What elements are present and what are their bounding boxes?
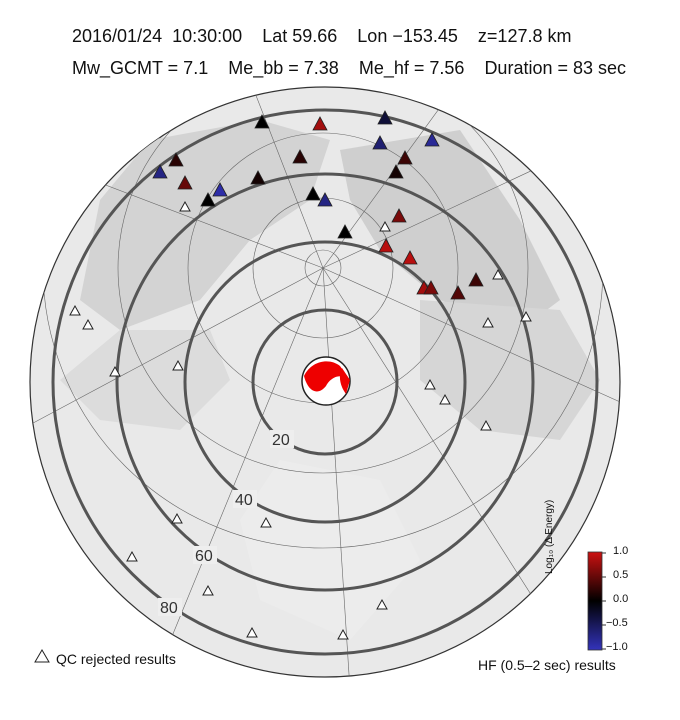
qc-rejected-label: QC rejected results (56, 651, 176, 667)
qc-station (69, 304, 81, 316)
event-date: 2016/01/24 (72, 26, 163, 46)
qc-station (480, 419, 492, 431)
qc-rejected-stations (69, 200, 532, 640)
colorbar-title: Log₁₀ (Δ Energy) (544, 499, 555, 574)
qc-station (379, 220, 391, 232)
qc-station (337, 628, 349, 640)
colorbar-tick: 0.0 (613, 593, 629, 605)
station-markers (152, 110, 484, 300)
colorbar-tick: −0.5 (606, 617, 628, 629)
qc-station (482, 316, 494, 328)
ring-80 (51, 108, 599, 656)
qc-station (520, 310, 532, 322)
station-marker (402, 250, 418, 265)
ring-label-40: 40 (235, 492, 253, 509)
event-lon: Lon −153.45 (357, 26, 458, 46)
mw-gcmt: Mw_GCMT = 7.1 (72, 58, 209, 78)
station-marker (250, 170, 266, 185)
event-info-line: 2016/01/24 10:30:00 Lat 59.66 Lon −153.4… (72, 26, 571, 47)
colorbar (587, 551, 606, 651)
station-marker (152, 164, 168, 179)
station-marker (397, 150, 413, 165)
station-marker (168, 152, 184, 167)
qc-station (109, 365, 121, 377)
me-hf: Me_hf = 7.56 (358, 58, 465, 78)
qc-station (246, 626, 258, 638)
station-marker (177, 175, 193, 190)
station-marker (468, 272, 484, 287)
focal-mechanism-beachball (301, 356, 351, 406)
event-depth: z=127.8 km (477, 26, 572, 46)
qc-station (171, 512, 183, 524)
qc-station (82, 318, 94, 330)
qc-station (424, 378, 436, 390)
ring-20 (251, 308, 399, 456)
station-marker (423, 280, 439, 295)
station-marker (254, 114, 270, 129)
ring-label-60: 60 (195, 548, 213, 565)
distance-rings (51, 108, 599, 656)
colorbar-tick: 0.5 (613, 569, 629, 581)
qc-station (439, 393, 451, 405)
hf-results-label: HF (0.5–2 sec) results (478, 657, 616, 673)
station-marker (317, 192, 333, 207)
qc-station (172, 359, 184, 371)
qc-station (202, 584, 214, 596)
magnitude-info-line: Mw_GCMT = 7.1 Me_bb = 7.38 Me_hf = 7.56 … (72, 58, 626, 79)
station-marker (305, 186, 321, 201)
colorbar-tick: 1.0 (613, 545, 629, 557)
duration: Duration = 83 sec (484, 58, 627, 78)
station-marker (377, 110, 393, 125)
qc-station (260, 516, 272, 528)
station-marker (212, 182, 228, 197)
ring-label-80: 80 (160, 600, 178, 617)
station-marker (450, 285, 466, 300)
event-time: 10:30:00 (172, 26, 243, 46)
station-marker (292, 149, 308, 164)
event-lat: Lat 59.66 (262, 26, 338, 46)
station-marker (388, 164, 404, 179)
me-bb: Me_bb = 7.38 (228, 58, 339, 78)
qc-station (376, 598, 388, 610)
colorbar-tick: −1.0 (606, 641, 628, 653)
qc-station (126, 550, 138, 562)
station-marker (391, 208, 407, 223)
qc-station (492, 268, 504, 280)
station-marker (337, 224, 353, 239)
station-marker (378, 238, 394, 253)
station-marker (312, 116, 328, 131)
qc-station (179, 200, 191, 212)
ring-60 (115, 172, 535, 592)
ring-40 (183, 240, 467, 524)
qc-legend-triangle-icon (34, 649, 50, 663)
station-marker (200, 192, 216, 207)
station-marker (372, 135, 388, 150)
station-marker (424, 132, 440, 147)
ring-label-20: 20 (272, 432, 290, 449)
